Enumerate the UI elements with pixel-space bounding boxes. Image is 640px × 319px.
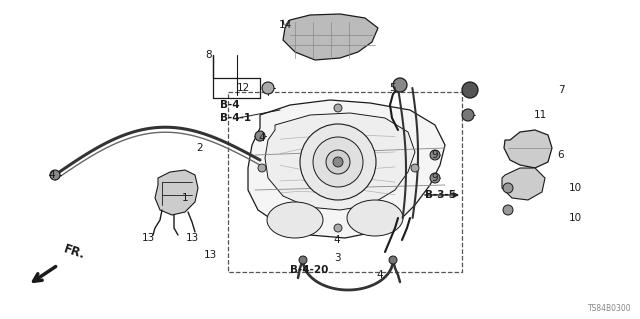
- Text: TS84B0300: TS84B0300: [588, 304, 632, 313]
- Text: 4: 4: [49, 170, 55, 180]
- Text: 14: 14: [278, 20, 292, 30]
- Circle shape: [313, 137, 363, 187]
- Bar: [228, 92, 462, 272]
- Polygon shape: [283, 14, 378, 60]
- Text: 4: 4: [377, 270, 383, 280]
- Text: B-4-20: B-4-20: [290, 265, 328, 275]
- Text: 9: 9: [432, 150, 438, 160]
- Polygon shape: [155, 170, 198, 215]
- Circle shape: [393, 78, 407, 92]
- Circle shape: [258, 164, 266, 172]
- Circle shape: [462, 109, 474, 121]
- Ellipse shape: [347, 200, 403, 236]
- Text: 4: 4: [333, 235, 340, 245]
- Circle shape: [262, 82, 274, 94]
- Circle shape: [462, 82, 478, 98]
- Text: 6: 6: [557, 150, 564, 160]
- Text: 11: 11: [533, 110, 547, 120]
- Circle shape: [389, 256, 397, 264]
- Text: B-3-5: B-3-5: [425, 190, 456, 200]
- Text: B-4-1: B-4-1: [220, 113, 251, 123]
- Polygon shape: [248, 100, 445, 238]
- Circle shape: [333, 157, 343, 167]
- Circle shape: [430, 150, 440, 160]
- Text: 4: 4: [259, 133, 266, 143]
- Text: 12: 12: [236, 83, 250, 93]
- Text: FR.: FR.: [62, 243, 87, 262]
- Text: 5: 5: [390, 83, 396, 93]
- Text: 1: 1: [182, 193, 188, 203]
- Circle shape: [503, 205, 513, 215]
- Circle shape: [50, 170, 60, 180]
- Circle shape: [411, 164, 419, 172]
- Circle shape: [255, 131, 265, 141]
- Circle shape: [430, 173, 440, 183]
- Text: 13: 13: [141, 233, 155, 243]
- Text: 2: 2: [196, 143, 204, 153]
- Text: 7: 7: [557, 85, 564, 95]
- Text: 13: 13: [186, 233, 198, 243]
- Polygon shape: [504, 130, 552, 168]
- Text: 8: 8: [205, 50, 212, 60]
- Circle shape: [299, 256, 307, 264]
- Circle shape: [300, 124, 376, 200]
- Circle shape: [326, 150, 350, 174]
- Ellipse shape: [267, 202, 323, 238]
- Text: 10: 10: [568, 213, 582, 223]
- Text: 3: 3: [333, 253, 340, 263]
- Text: 9: 9: [432, 173, 438, 183]
- Polygon shape: [502, 168, 545, 200]
- Text: 13: 13: [204, 250, 216, 260]
- Circle shape: [503, 183, 513, 193]
- Circle shape: [334, 104, 342, 112]
- Text: B-4: B-4: [220, 100, 239, 110]
- Polygon shape: [265, 113, 415, 210]
- Text: 10: 10: [568, 183, 582, 193]
- Circle shape: [334, 224, 342, 232]
